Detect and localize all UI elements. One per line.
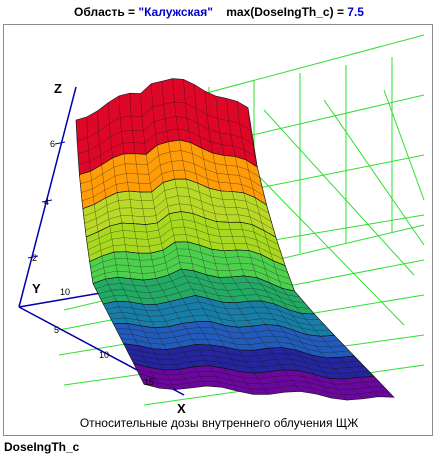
z-tick <box>54 141 66 145</box>
mesh-line-col <box>75 119 145 385</box>
mesh-line-col <box>140 93 238 392</box>
x-tick-label: 10 <box>99 350 109 360</box>
mesh-line-col <box>161 81 270 395</box>
surface-plot-frame[interactable]: Z Y X 2 4 6 10 5 10 15 <box>3 24 433 436</box>
mesh-line-col <box>247 107 395 398</box>
mesh-line-col <box>215 95 348 401</box>
mesh-line-col <box>118 95 207 387</box>
y-axis-label: Y <box>32 281 41 296</box>
plot-caption: Относительные дозы внутреннего облучения… <box>79 416 359 430</box>
z-axis-line <box>18 86 77 308</box>
surface-plot[interactable]: Z Y X 2 4 6 10 5 10 15 <box>4 25 432 435</box>
max-label: max(DoseIngTh_c) = <box>226 5 348 19</box>
x-axis-label: X <box>177 401 186 416</box>
mesh-line-col <box>172 78 285 393</box>
mesh-line-col <box>97 110 176 390</box>
variable-name: DoseIngTh_c <box>4 440 80 454</box>
mesh-line-col <box>86 116 160 389</box>
mesh-line-col <box>183 79 301 392</box>
mesh-line-col <box>204 91 332 399</box>
mesh-line-col <box>151 83 254 395</box>
mesh-line-col <box>129 93 223 388</box>
surface-mesh <box>75 78 395 401</box>
z-tick-label: 4 <box>44 197 49 207</box>
z-tick <box>27 255 39 259</box>
axis-labels: Z Y X 2 4 6 10 5 10 15 <box>32 81 186 416</box>
plot-header: Область = "Калужская" max(DoseIngTh_c) =… <box>0 0 438 24</box>
y-tick-label: 10 <box>60 287 70 297</box>
grid-line-floor <box>323 99 425 246</box>
grid-line-floor <box>263 109 415 276</box>
x-tick-label: 5 <box>54 325 59 335</box>
x-tick-label: 15 <box>144 377 154 387</box>
z-tick-label: 6 <box>50 139 55 149</box>
region-value: "Калужская" <box>138 5 213 19</box>
z-tick-label: 2 <box>32 253 37 263</box>
grid-line-floor <box>383 89 425 201</box>
mesh-line-col <box>108 102 192 389</box>
max-value: 7.5 <box>347 5 364 19</box>
region-label: Область = <box>74 5 139 19</box>
mesh-line-col <box>237 101 379 397</box>
mesh-line-col <box>226 98 363 399</box>
z-tick <box>41 199 53 203</box>
mesh-line-col <box>194 84 317 395</box>
z-axis-label: Z <box>54 81 62 96</box>
